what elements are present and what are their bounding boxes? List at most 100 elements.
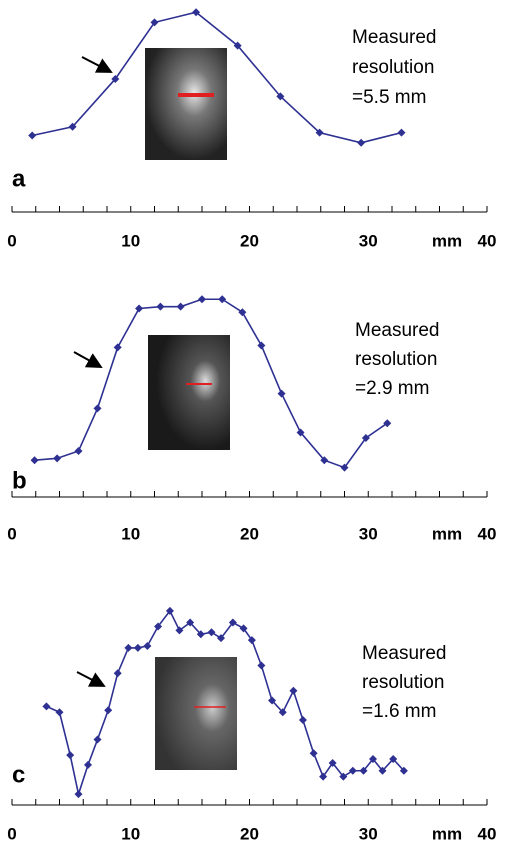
data-point [93, 404, 102, 413]
data-point [111, 74, 120, 83]
arrow [81, 56, 113, 73]
data-point [357, 138, 366, 147]
data-line [34, 298, 388, 469]
annotation: Measured [352, 27, 437, 48]
x-tick-label: 40 [478, 524, 497, 543]
annotation: Measured [355, 320, 440, 341]
data-point [198, 295, 206, 304]
data-point [66, 751, 75, 760]
x-tick-label: 10 [121, 524, 140, 543]
data-point [53, 454, 62, 463]
data-point [84, 760, 92, 769]
data-point [315, 128, 324, 137]
data-line [32, 11, 402, 144]
data-point [68, 122, 77, 131]
data-point [154, 622, 163, 631]
inset-image [148, 335, 230, 450]
data-point [192, 8, 201, 17]
data-point [156, 302, 165, 311]
data-point [340, 463, 349, 472]
data-point [104, 706, 113, 715]
inset-image [145, 48, 227, 160]
x-tick-label: 0 [7, 524, 16, 543]
annotation: =1.6 mm [362, 701, 436, 722]
x-tick-label: 0 [7, 231, 16, 250]
data-point [74, 446, 83, 455]
arrow [73, 351, 103, 368]
data-point [74, 790, 83, 799]
data-point [113, 343, 122, 352]
data-point [361, 434, 370, 442]
data-point [278, 708, 287, 717]
data-point [165, 606, 174, 615]
data-point [124, 643, 133, 652]
data-point [378, 766, 387, 775]
data-point [133, 643, 142, 652]
x-tick-label: 20 [240, 824, 259, 843]
annotation: Measured [362, 643, 447, 664]
data-point [30, 456, 39, 465]
data-point [276, 92, 285, 101]
data-point [296, 428, 305, 437]
data-point [257, 661, 266, 670]
x-axis-label: mm [432, 524, 462, 543]
data-point [238, 308, 247, 317]
data-point [42, 702, 51, 711]
data-point [309, 749, 318, 758]
x-axis-label: mm [432, 824, 462, 843]
data-point [150, 18, 159, 27]
x-tick-label: 30 [359, 524, 378, 543]
data-point [135, 304, 144, 313]
x-tick-label: 0 [7, 824, 16, 843]
data-point [207, 628, 216, 637]
data-point [93, 735, 102, 744]
arrows [73, 56, 113, 687]
data-point [176, 302, 185, 311]
panel-label: c [12, 761, 25, 788]
x-tick-label: 20 [240, 524, 259, 543]
annotation: resolution [352, 57, 434, 78]
annotation: =5.5 mm [352, 87, 426, 108]
data-point [217, 634, 225, 643]
data-point [113, 669, 122, 678]
data-point [196, 630, 205, 639]
data-point [383, 419, 392, 428]
data-point [369, 755, 377, 764]
x-tick-label: 10 [121, 231, 140, 250]
panel-label: a [12, 165, 26, 192]
data-point [339, 772, 348, 781]
data-point [218, 295, 227, 304]
data-point [247, 636, 256, 645]
data-point [257, 341, 266, 350]
data-point [397, 128, 406, 137]
annotation: resolution [355, 349, 437, 370]
arrow [76, 671, 106, 687]
x-tick-label: 30 [359, 231, 378, 250]
data-point [268, 696, 277, 705]
data-point [228, 618, 237, 627]
insets [145, 48, 237, 770]
x-tick-label: 40 [478, 231, 497, 250]
panel-label: b [12, 467, 27, 494]
inset-image [155, 657, 237, 770]
data-point [239, 624, 248, 633]
data-point [277, 389, 286, 398]
data-point [399, 766, 408, 775]
data-point [328, 758, 337, 767]
x-tick-label: 20 [240, 231, 259, 250]
data-point [298, 716, 307, 725]
x-tick-label: 10 [121, 824, 140, 843]
annotation: =2.9 mm [355, 378, 429, 399]
data-point [389, 755, 398, 764]
data-point [55, 708, 64, 717]
data-point [359, 766, 368, 775]
data-point [320, 456, 329, 465]
x-tick-label: 40 [478, 824, 497, 843]
data-point [28, 131, 37, 140]
data-point [186, 618, 195, 627]
data-point [289, 686, 298, 695]
data-point [175, 626, 184, 635]
x-tick-label: 30 [359, 824, 378, 843]
data-point [143, 641, 152, 650]
